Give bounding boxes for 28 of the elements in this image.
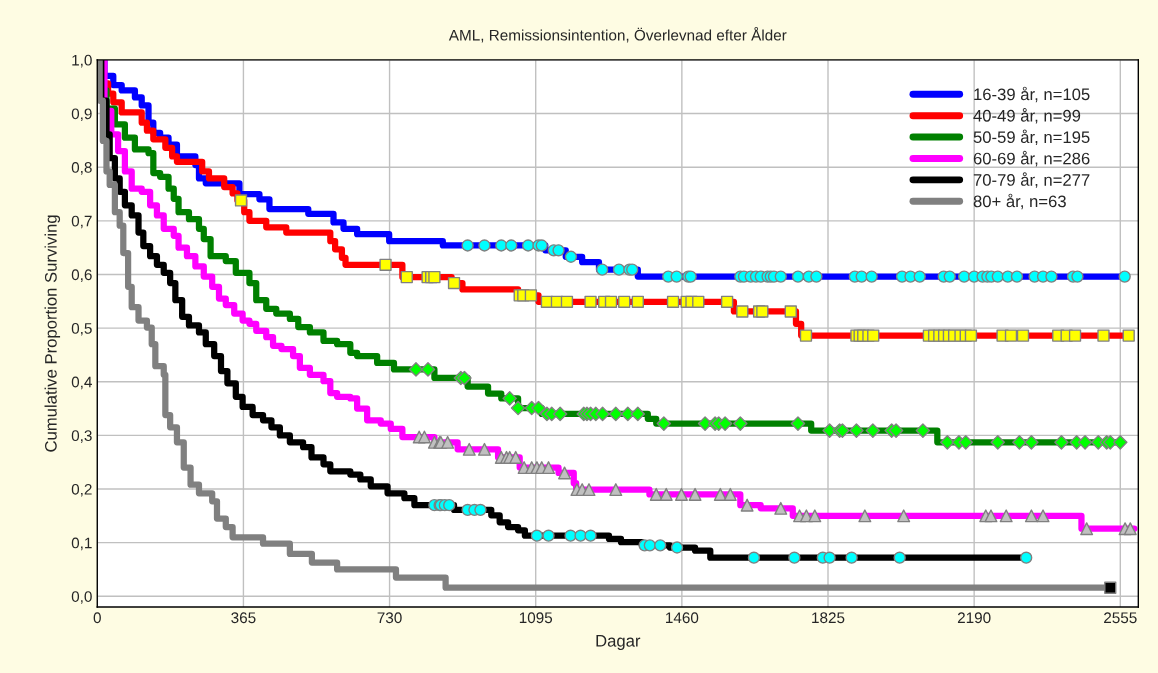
x-tick-label: 2190 [957, 612, 991, 624]
y-tick-label: 0,6 [71, 269, 92, 282]
x-tick-label: 730 [377, 612, 402, 624]
x-tick-label: 1095 [519, 612, 553, 624]
y-tick-label: 0,4 [71, 376, 92, 390]
y-tick-label: 1,0 [72, 54, 92, 68]
y-tick-label: 0,8 [71, 162, 92, 175]
x-tick-label: 2555 [1104, 612, 1137, 624]
legend-label: 40-49 år, n=99 [973, 108, 1081, 124]
legend-label: 60-69 år, n=286 [973, 150, 1090, 167]
y-tick-label: 0,5 [71, 322, 92, 336]
x-tick-label: 0 [93, 612, 101, 624]
y-axis-title: Cumulative Proportion Surviving [44, 215, 61, 452]
legend-label: 16-39 år, n=105 [974, 86, 1090, 103]
x-tick-label: 1460 [666, 612, 699, 624]
y-tick-label: 0,7 [71, 215, 92, 229]
legend-label: 80+ år, n=63 [973, 193, 1066, 210]
legend-label: 50-59 år, n=195 [973, 129, 1090, 146]
y-tick-label: 0,1 [71, 537, 92, 551]
y-tick-label: 0,3 [71, 430, 92, 443]
y-tick-label: 0,0 [71, 591, 92, 604]
x-tick-label: 365 [231, 612, 256, 624]
x-tick-label: 1825 [812, 612, 845, 624]
y-tick-label: 0,9 [71, 108, 92, 122]
legend-label: 70-79 år, n=277 [973, 172, 1090, 188]
chart-title: AML, Remissionsintention, Överlevnad efter Ålder [448, 27, 787, 43]
x-axis-title: Dagar [596, 635, 641, 651]
y-tick-label: 0,2 [71, 483, 92, 497]
